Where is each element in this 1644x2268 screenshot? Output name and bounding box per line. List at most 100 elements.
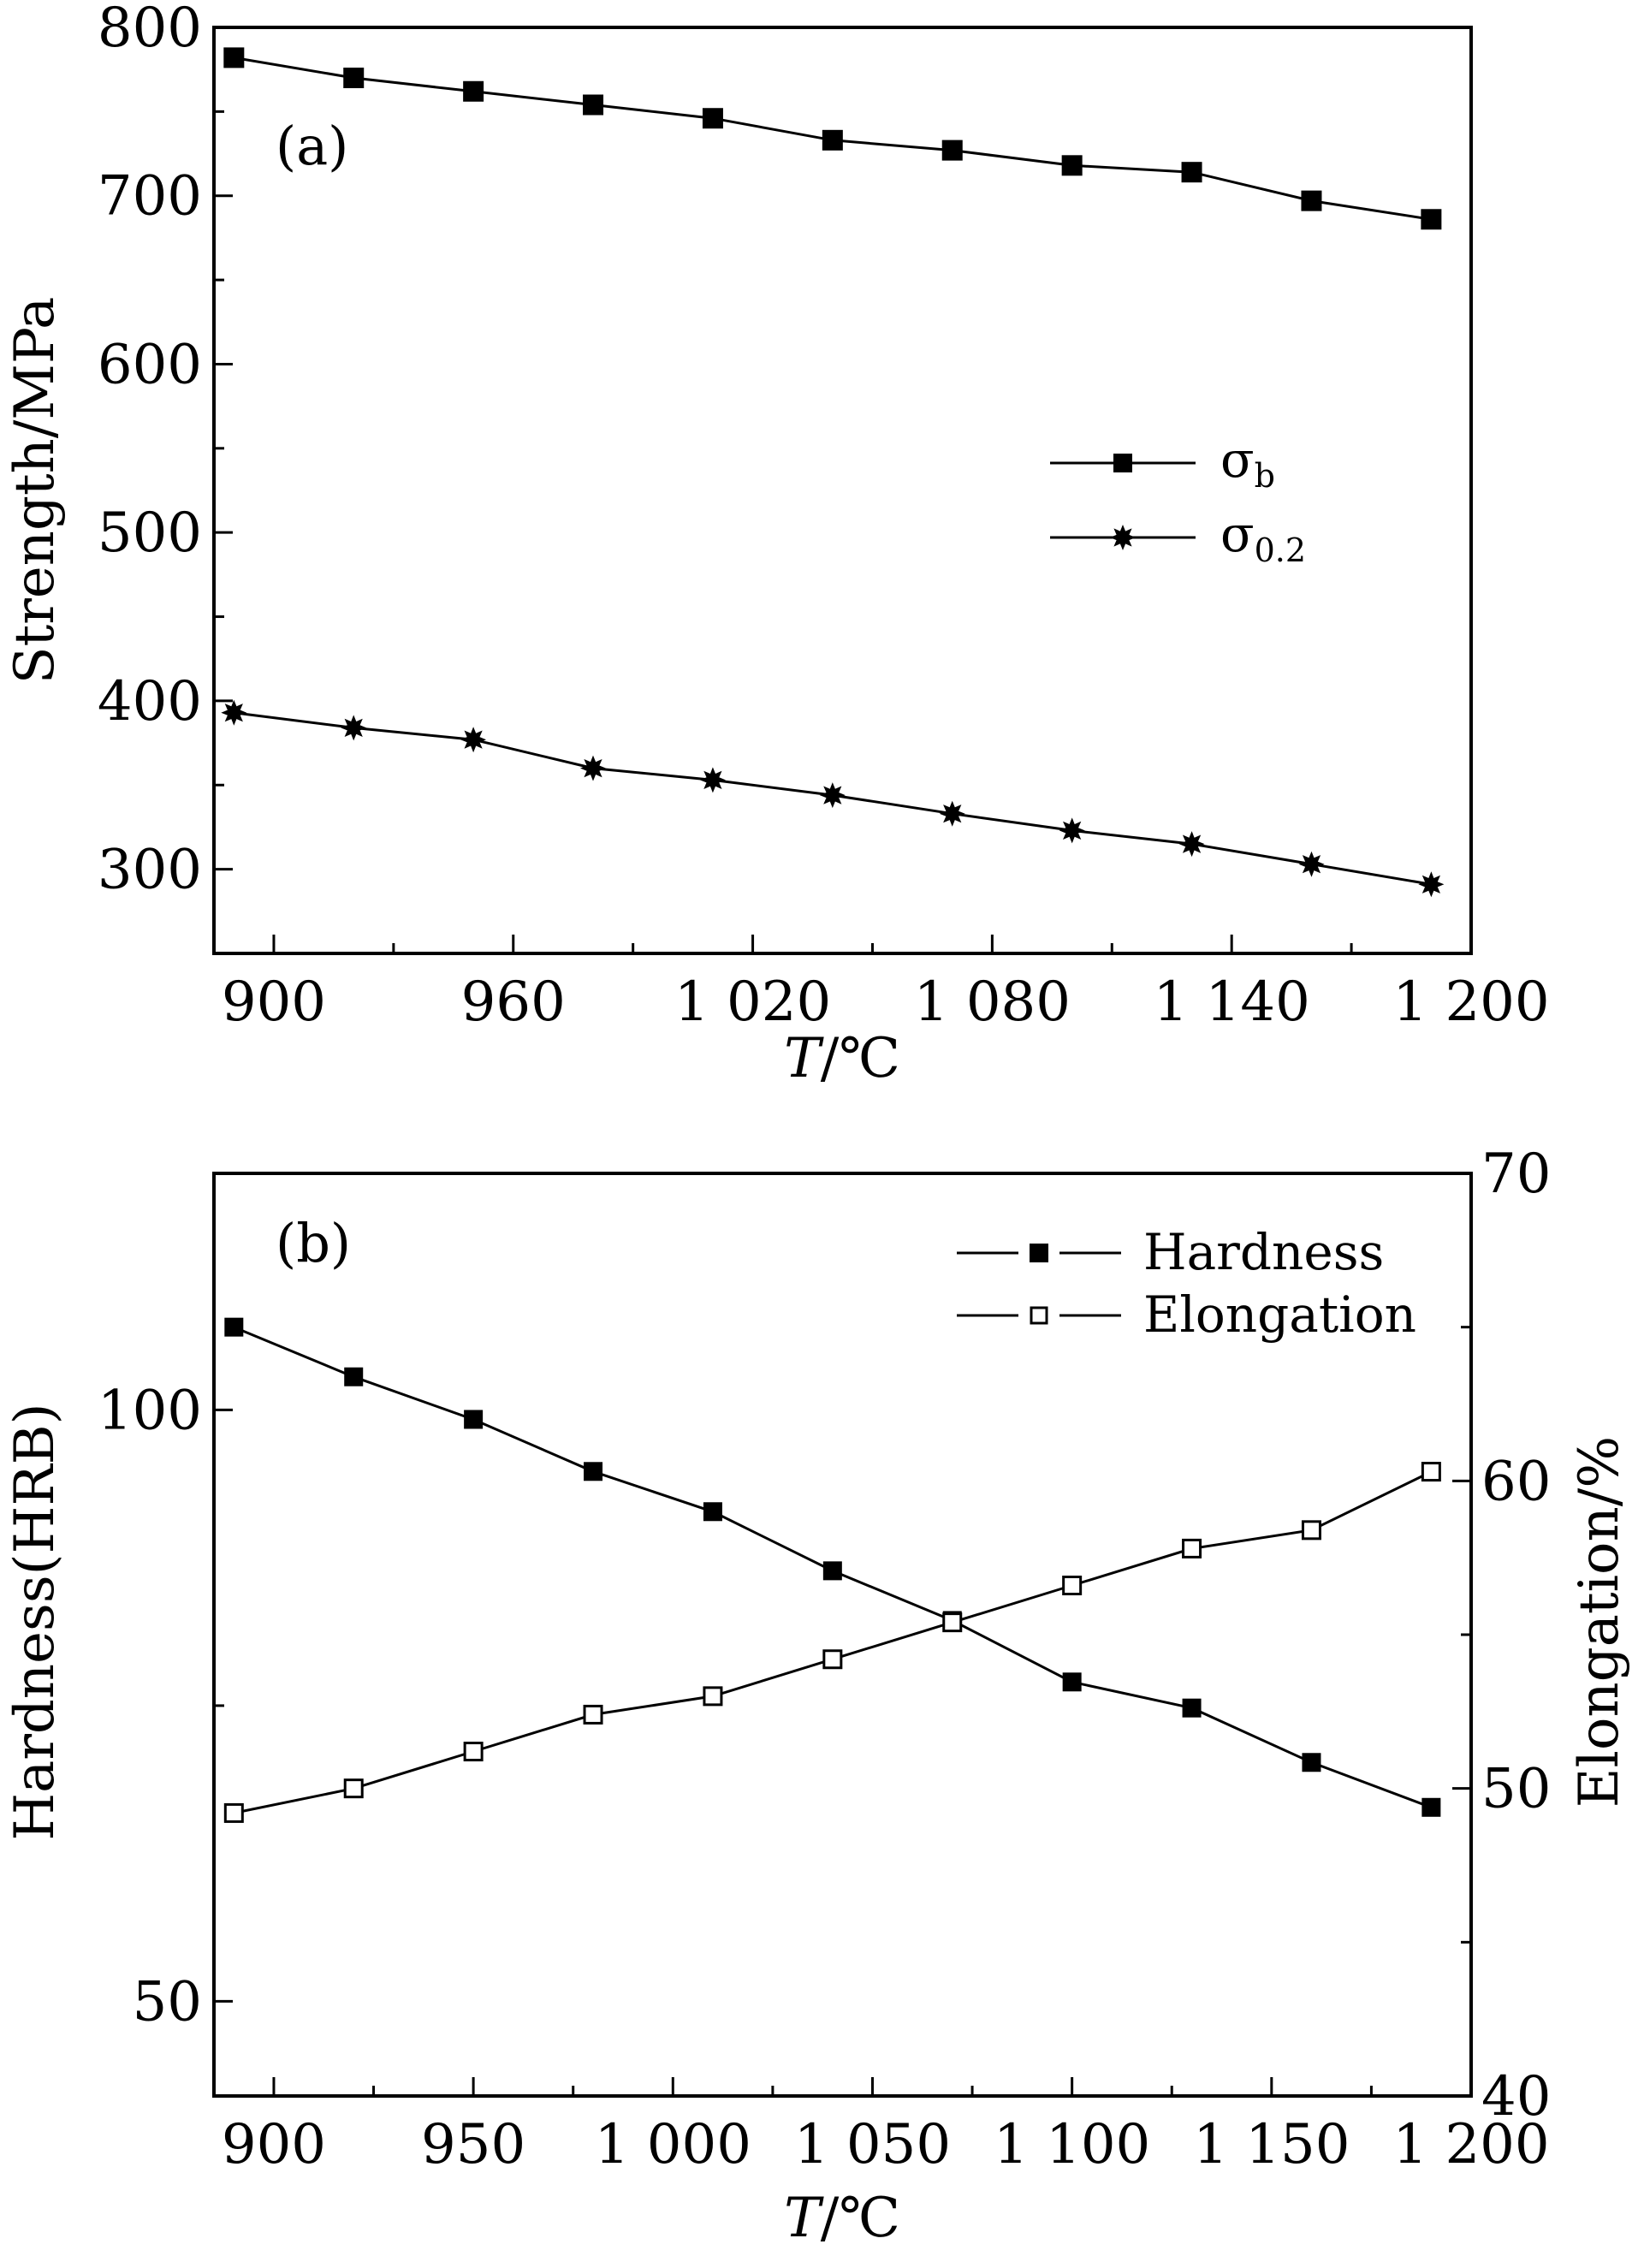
point-sigma-02 xyxy=(1178,831,1205,858)
point-sigma-02 xyxy=(580,755,606,781)
series-markers-a xyxy=(221,47,1445,898)
point-hardness xyxy=(224,1317,244,1337)
point-sigma-b xyxy=(1421,209,1442,230)
y-tick-label-a: 600 xyxy=(98,333,202,396)
point-sigma-b xyxy=(941,140,963,161)
point-sigma-02 xyxy=(221,699,247,726)
x-axis-title-a: T/℃ xyxy=(784,1027,900,1090)
point-sigma-b xyxy=(1181,162,1202,183)
series-line-elongation xyxy=(233,1470,1433,1814)
legend-a: σb σ0.2 xyxy=(1050,430,1306,569)
y-tick-label-a: 400 xyxy=(98,670,202,733)
point-sigma-b xyxy=(702,108,723,129)
point-hardness xyxy=(464,1410,484,1429)
x-tick-label-b: 1 100 xyxy=(994,2113,1150,2176)
point-hardness xyxy=(1062,1672,1082,1692)
x-ticks-b: 900 950 1 000 1 050 1 100 1 150 1 200 50 100 40 50… xyxy=(98,1143,1552,2176)
legend-label-sigma-b-sub: b xyxy=(1255,457,1275,495)
legend-label-sigma-b: σb xyxy=(1220,430,1275,495)
series-markers-b xyxy=(223,1317,1441,1823)
x-tick-label-a: 1 020 xyxy=(674,971,831,1034)
legend-marker-hardness xyxy=(1030,1244,1048,1262)
point-hardness xyxy=(703,1502,722,1522)
x-ticks-a: 900 960 1 020 1 080 1 140 1 200 300 400 500 600 70… xyxy=(98,0,1550,1034)
point-hardness xyxy=(1182,1698,1202,1718)
point-sigma-b xyxy=(822,129,843,151)
y2-tick-label-b: 70 xyxy=(1481,1143,1551,1206)
x-tick-label-a: 1 200 xyxy=(1392,971,1549,1034)
legend-marker-sigma-b xyxy=(1113,454,1132,472)
x-tick-label-b: 900 xyxy=(222,2113,326,2176)
point-hardness xyxy=(1302,1753,1321,1772)
y-tick-label-a: 700 xyxy=(98,165,202,229)
point-sigma-b xyxy=(1301,190,1322,211)
point-sigma-b xyxy=(1061,155,1083,176)
point-elongation xyxy=(822,1649,843,1670)
x-axis-title-a-symbol: T xyxy=(784,1027,824,1090)
x-tick-label-a: 960 xyxy=(461,971,566,1034)
y-tick-label-a: 500 xyxy=(98,502,202,565)
point-elongation xyxy=(1301,1520,1321,1541)
panel-b-hardness-elongation-chart: (b) 900 950 1 000 1 050 1 100 1 150 1 200 50 100… xyxy=(3,1143,1631,2250)
point-elongation xyxy=(1421,1462,1441,1482)
x-tick-label-b: 1 050 xyxy=(794,2113,951,2176)
y-tick-label-b: 50 xyxy=(133,1970,202,2033)
x-tick-label-a: 900 xyxy=(222,971,326,1034)
point-sigma-02 xyxy=(460,727,487,753)
point-elongation xyxy=(343,1778,364,1799)
point-hardness xyxy=(822,1561,842,1581)
point-sigma-b xyxy=(343,68,365,89)
x-axis-title-a-unit: /℃ xyxy=(821,1027,900,1090)
x-tick-label-b: 1 000 xyxy=(595,2113,751,2176)
point-elongation xyxy=(223,1802,244,1823)
y2-tick-label-b: 50 xyxy=(1481,1758,1551,1821)
x-tick-label-b: 1 150 xyxy=(1193,2113,1350,2176)
point-hardness xyxy=(1421,1797,1441,1817)
point-sigma-02 xyxy=(341,715,367,741)
point-sigma-02 xyxy=(1418,871,1445,898)
legend-star-shape xyxy=(1110,525,1136,550)
panel-label-b: (b) xyxy=(276,1212,351,1274)
legend-label-hardness: Hardness xyxy=(1143,1223,1384,1281)
legend-label-sigma-02-sub: 0.2 xyxy=(1255,531,1306,569)
point-sigma-02 xyxy=(819,782,846,809)
point-sigma-b xyxy=(583,94,604,116)
x-tick-label-a: 1 140 xyxy=(1154,971,1310,1034)
point-sigma-02 xyxy=(699,767,726,793)
legend-label-sigma-b-main: σ xyxy=(1220,430,1255,489)
point-sigma-b xyxy=(223,47,245,68)
x-axis-title-b-symbol: T xyxy=(784,2187,824,2250)
legend-marker-sigma-02 xyxy=(1110,525,1136,550)
legend-label-sigma-02-main: σ xyxy=(1220,505,1255,563)
point-hardness xyxy=(584,1462,603,1481)
point-elongation xyxy=(1182,1538,1202,1559)
y2-tick-label-b: 40 xyxy=(1481,2065,1551,2128)
panel-a-strength-chart: (a) 900 960 1 020 1 080 1 140 1 200 300 400 500 6… xyxy=(3,0,1550,1090)
x-axis-title-b: T/℃ xyxy=(784,2187,900,2250)
x-tick-label-b: 1 200 xyxy=(1392,2113,1549,2176)
legend-b: Hardness Elongation xyxy=(957,1223,1416,1344)
y-tick-label-b: 100 xyxy=(98,1379,202,1442)
point-elongation xyxy=(1062,1576,1083,1596)
y-axis-title-b: Hardness(HRB) xyxy=(3,1403,67,1840)
x-tick-label-a: 1 080 xyxy=(914,971,1071,1034)
y-axis-title-a: Strength/MPa xyxy=(3,297,67,685)
x-axis-title-b-unit: /℃ xyxy=(821,2187,900,2250)
point-sigma-b xyxy=(463,80,484,102)
panel-label-a: (a) xyxy=(276,115,348,177)
x-tick-label-b: 950 xyxy=(421,2113,525,2176)
point-sigma-02 xyxy=(1298,851,1325,877)
point-elongation xyxy=(703,1686,723,1707)
point-sigma-02 xyxy=(939,800,965,827)
point-hardness xyxy=(344,1367,364,1386)
y2-tick-label-b: 60 xyxy=(1481,1450,1551,1513)
point-elongation xyxy=(942,1612,963,1633)
point-elongation xyxy=(463,1742,484,1762)
y-tick-label-a: 300 xyxy=(98,839,202,902)
legend-marker-elongation xyxy=(1030,1306,1048,1325)
y2-axis-title-b: Elongation/% xyxy=(1568,1436,1631,1808)
point-elongation xyxy=(583,1704,603,1725)
y-tick-label-a: 800 xyxy=(98,0,202,60)
point-sigma-02 xyxy=(1059,817,1085,844)
